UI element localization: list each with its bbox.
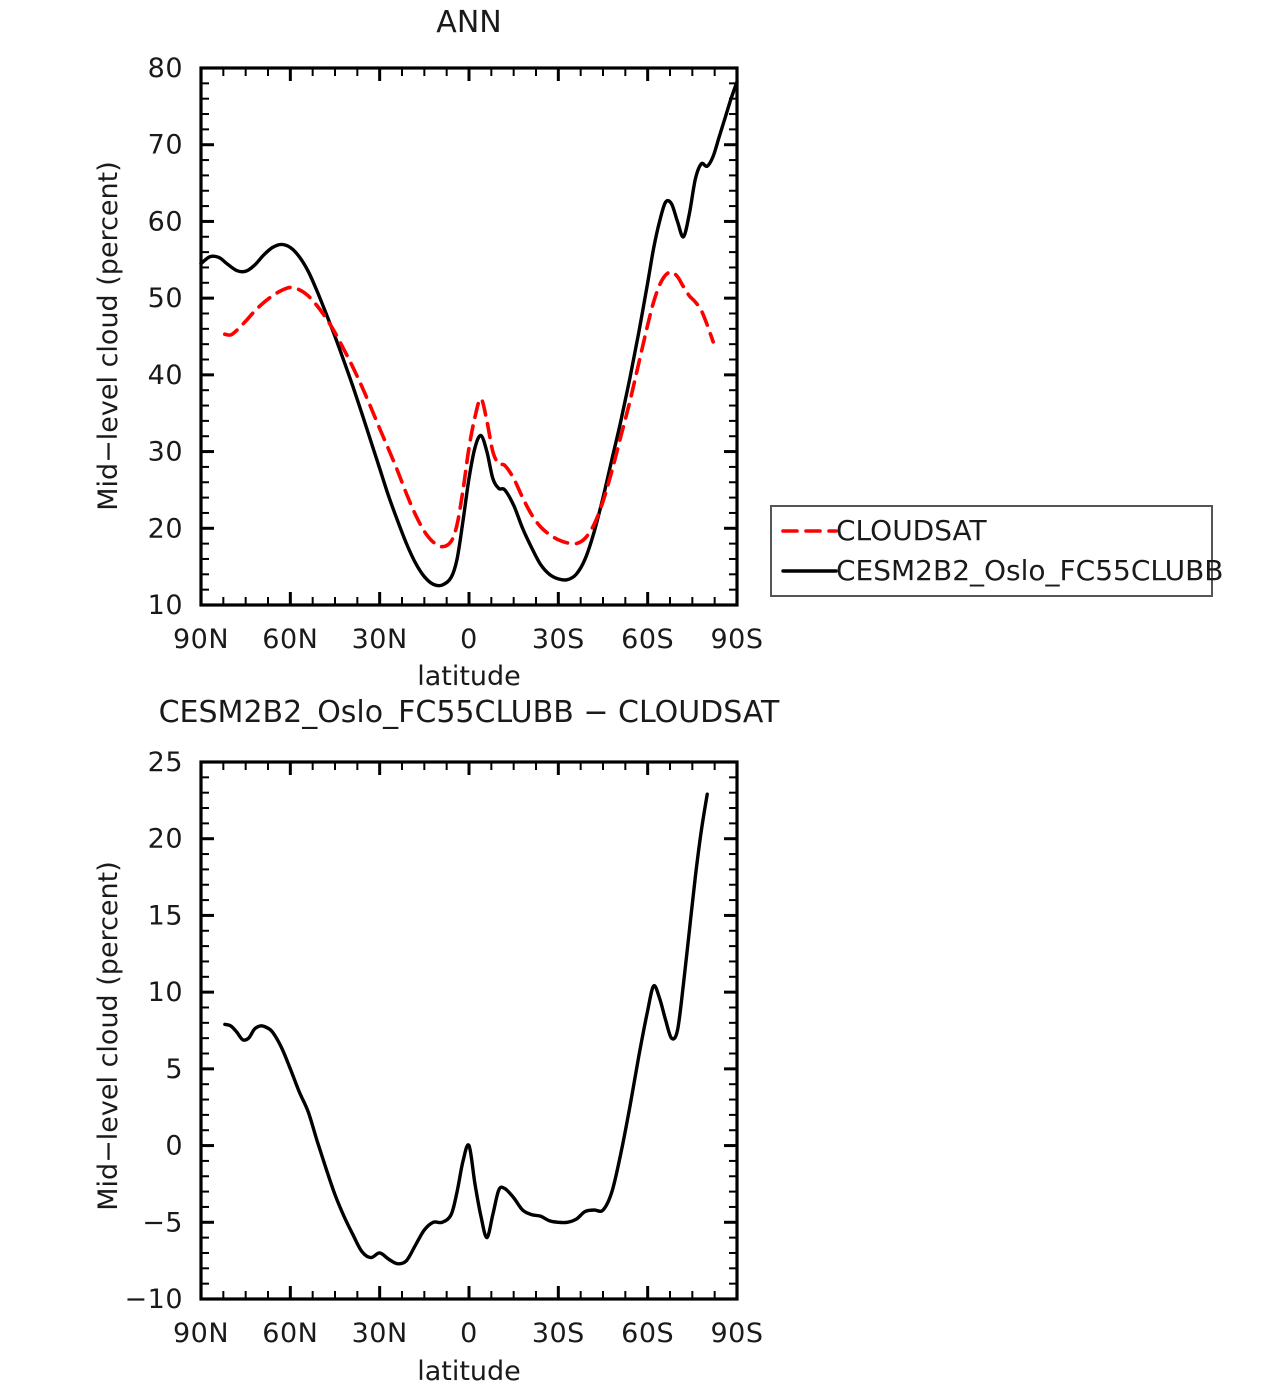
top-x-tick-label: 60S: [621, 624, 674, 655]
top-y-tick-label: 80: [148, 53, 183, 84]
top-y-tick-label: 60: [148, 206, 183, 237]
top-y-tick-label: 40: [148, 360, 183, 391]
bottom-x-tick-label: 60N: [262, 1318, 318, 1349]
bottom-x-tick-label: 90S: [711, 1318, 764, 1349]
top-y-tick-label: 50: [148, 283, 183, 314]
top-x-tick-label: 30S: [532, 624, 585, 655]
bottom-x-tick-label: 0: [460, 1318, 478, 1349]
top-x-tick-label: 0: [460, 624, 478, 655]
bottom-y-tick-label: 0: [165, 1131, 183, 1162]
top-y-tick-label: 70: [148, 130, 183, 161]
top-series-model: [199, 80, 739, 588]
bottom-panel-title: CESM2B2_Oslo_FC55CLUBB − CLOUDSAT: [159, 695, 780, 730]
legend-label-cloudsat: CLOUDSAT: [836, 514, 988, 547]
top-panel-x-axis-title: latitude: [417, 661, 521, 692]
top-panel-series-group: [199, 80, 739, 588]
top-x-tick-label: 30N: [352, 624, 408, 655]
bottom-x-tick-label: 30S: [532, 1318, 585, 1349]
top-panel-title: ANN: [436, 5, 501, 40]
bottom-y-tick-label: −5: [142, 1207, 183, 1238]
top-panel-x-tick-labels: 90N 60N 30N 0 30S 60S 90S: [173, 624, 764, 655]
top-y-tick-label: 10: [148, 590, 183, 621]
bottom-x-tick-label: 30N: [352, 1318, 408, 1349]
top-panel-y-tick-labels: 10 20 30 40 50 60 70 80: [148, 53, 183, 621]
bottom-x-tick-label: 90N: [173, 1318, 229, 1349]
top-panel-axes: [199, 66, 739, 607]
top-x-tick-label: 90S: [711, 624, 764, 655]
top-panel-y-axis-title: Mid−level cloud (percent): [93, 161, 124, 511]
legend-box: [770, 505, 1213, 597]
bottom-panel-x-tick-labels: 90N 60N 30N 0 30S 60S 90S: [173, 1318, 764, 1349]
top-y-tick-label: 30: [148, 437, 183, 468]
top-panel: ANN 90N 60N 30N 0 30S 60S 90S 10 20 30 40 50 60 70 80…: [93, 5, 764, 692]
top-x-tick-label: 90N: [173, 624, 229, 655]
bottom-panel-series-group: [223, 792, 709, 1266]
bottom-panel-y-tick-labels: −10 −5 0 5 10 15 20 25: [125, 747, 183, 1315]
legend-label-model: CESM2B2_Oslo_FC55CLUBB: [836, 554, 1224, 587]
bottom-panel-y-axis-title: Mid−level cloud (percent): [93, 861, 124, 1211]
bottom-y-tick-label: 20: [148, 824, 183, 855]
bottom-y-tick-label: 5: [165, 1054, 183, 1085]
bottom-y-tick-label: −10: [125, 1284, 183, 1315]
bottom-y-tick-label: 25: [148, 747, 183, 778]
top-x-tick-label: 60N: [262, 624, 318, 655]
bottom-panel-x-axis-title: latitude: [417, 1356, 521, 1387]
top-y-tick-label: 20: [148, 513, 183, 544]
bottom-panel-axes: [199, 760, 739, 1301]
bottom-x-tick-label: 60S: [621, 1318, 674, 1349]
legend: CLOUDSAT CESM2B2_Oslo_FC55CLUBB: [770, 505, 1224, 597]
bottom-panel: CESM2B2_Oslo_FC55CLUBB − CLOUDSAT 90N 60N…: [93, 695, 780, 1387]
top-series-cloudsat: [223, 270, 715, 549]
bottom-y-tick-label: 10: [148, 977, 183, 1008]
bottom-series-model: [223, 792, 709, 1266]
bottom-y-tick-label: 15: [148, 900, 183, 931]
